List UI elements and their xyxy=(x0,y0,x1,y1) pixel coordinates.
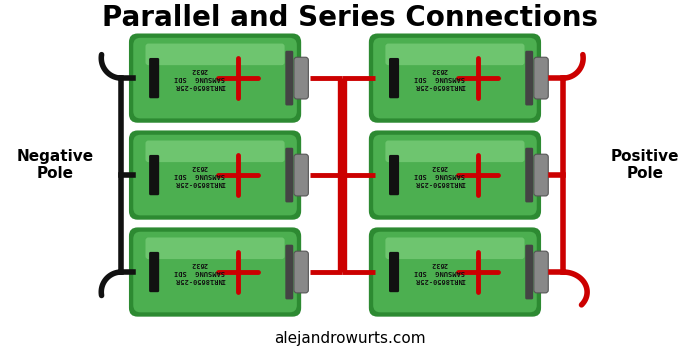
FancyBboxPatch shape xyxy=(373,135,537,215)
FancyBboxPatch shape xyxy=(294,251,309,293)
FancyBboxPatch shape xyxy=(386,140,524,162)
FancyBboxPatch shape xyxy=(386,43,524,65)
Text: INR18650-25R
SAMSUNG  SDI
2632: INR18650-25R SAMSUNG SDI 2632 xyxy=(414,164,465,186)
Text: INR18650-25R
SAMSUNG  SDI
2632: INR18650-25R SAMSUNG SDI 2632 xyxy=(174,261,225,283)
FancyBboxPatch shape xyxy=(133,232,297,312)
FancyBboxPatch shape xyxy=(373,232,537,312)
FancyBboxPatch shape xyxy=(149,58,159,98)
Text: Negative
Pole: Negative Pole xyxy=(17,149,94,181)
Text: INR18650-25R
SAMSUNG  SDI
2632: INR18650-25R SAMSUNG SDI 2632 xyxy=(174,67,225,89)
FancyBboxPatch shape xyxy=(525,148,533,202)
FancyBboxPatch shape xyxy=(149,252,159,292)
Text: Parallel and Series Connections: Parallel and Series Connections xyxy=(102,4,598,32)
FancyBboxPatch shape xyxy=(525,51,533,105)
FancyBboxPatch shape xyxy=(534,57,548,99)
FancyBboxPatch shape xyxy=(369,228,541,317)
FancyBboxPatch shape xyxy=(286,51,293,105)
FancyBboxPatch shape xyxy=(133,135,297,215)
FancyBboxPatch shape xyxy=(146,238,285,259)
FancyBboxPatch shape xyxy=(534,251,548,293)
Text: alejandrowurts.com: alejandrowurts.com xyxy=(274,330,426,345)
FancyBboxPatch shape xyxy=(146,140,285,162)
FancyBboxPatch shape xyxy=(369,131,541,220)
Text: Positive
Pole: Positive Pole xyxy=(610,149,679,181)
FancyBboxPatch shape xyxy=(149,155,159,195)
FancyBboxPatch shape xyxy=(389,155,399,195)
FancyBboxPatch shape xyxy=(369,34,541,123)
FancyBboxPatch shape xyxy=(286,148,293,202)
FancyBboxPatch shape xyxy=(525,245,533,299)
FancyBboxPatch shape xyxy=(129,34,301,123)
FancyBboxPatch shape xyxy=(386,238,524,259)
Text: INR18650-25R
SAMSUNG  SDI
2632: INR18650-25R SAMSUNG SDI 2632 xyxy=(414,67,465,89)
FancyBboxPatch shape xyxy=(286,245,293,299)
FancyBboxPatch shape xyxy=(129,131,301,220)
Text: INR18650-25R
SAMSUNG  SDI
2632: INR18650-25R SAMSUNG SDI 2632 xyxy=(174,164,225,186)
FancyBboxPatch shape xyxy=(294,154,309,196)
FancyBboxPatch shape xyxy=(373,38,537,118)
FancyBboxPatch shape xyxy=(534,154,548,196)
FancyBboxPatch shape xyxy=(294,57,309,99)
FancyBboxPatch shape xyxy=(146,43,285,65)
FancyBboxPatch shape xyxy=(133,38,297,118)
FancyBboxPatch shape xyxy=(389,58,399,98)
FancyBboxPatch shape xyxy=(389,252,399,292)
FancyBboxPatch shape xyxy=(129,228,301,317)
Text: INR18650-25R
SAMSUNG  SDI
2632: INR18650-25R SAMSUNG SDI 2632 xyxy=(414,261,465,283)
